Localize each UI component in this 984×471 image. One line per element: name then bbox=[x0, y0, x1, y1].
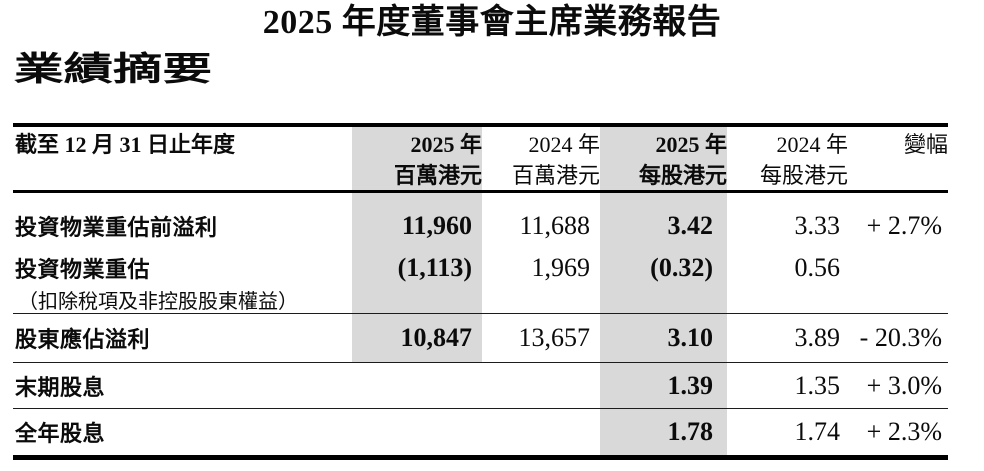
cell-2025-per-share: (0.32) bbox=[600, 250, 727, 285]
cell-2025-per-share: 1.78 bbox=[600, 409, 727, 455]
page-title: 2025 年度董事會主席業務報告 bbox=[262, 4, 722, 41]
header-2024-per-share: 2024 年 每股港元 bbox=[727, 127, 848, 193]
header-change: 變幅 bbox=[848, 127, 948, 193]
cell-2024-per-share-empty bbox=[727, 285, 848, 314]
cell-change: + 2.3% bbox=[866, 417, 942, 446]
row-label: 投資物業重估前溢利 bbox=[15, 214, 218, 240]
row-sublabel: （扣除稅項及非控股股東權益） bbox=[13, 285, 352, 314]
cell-2025-per-share-empty bbox=[600, 285, 727, 314]
header-2024-millions: 2024 年 百萬港元 bbox=[482, 127, 600, 193]
cell-change: - 20.3% bbox=[848, 314, 948, 363]
section-heading: 業績摘要 bbox=[14, 50, 212, 87]
header-change-label: 變幅 bbox=[903, 132, 948, 157]
cell-2024-millions bbox=[482, 409, 600, 455]
cell-2024-per-share: 0.56 bbox=[794, 252, 841, 282]
cell-2025-per-share: 3.10 bbox=[600, 314, 727, 363]
row-label: 投資物業重估 bbox=[15, 256, 151, 282]
cell-2024-millions: 11,688 bbox=[519, 210, 590, 240]
cell-2025-millions: (1,113) bbox=[352, 250, 482, 285]
header-2025-per-share: 2025 年 每股港元 bbox=[600, 127, 727, 193]
cell-2025-millions bbox=[352, 363, 482, 409]
cell-2024-per-share: 1.74 bbox=[794, 417, 841, 446]
cell-2024-millions-empty bbox=[482, 285, 600, 314]
cell-2024-millions: 1,969 bbox=[531, 252, 591, 282]
cell-2025-millions-empty bbox=[352, 285, 482, 314]
cell-change bbox=[848, 250, 948, 285]
row-label: 股東應佔溢利 bbox=[13, 314, 352, 363]
row-label: 末期股息 bbox=[13, 363, 352, 409]
header-period-text: 截至 12 月 31 日止年度 bbox=[15, 132, 236, 157]
cell-change: + 3.0% bbox=[848, 363, 948, 409]
cell-change-empty bbox=[848, 285, 948, 314]
cell-2025-per-share: 3.42 bbox=[600, 193, 727, 250]
cell-2024-millions bbox=[482, 363, 600, 409]
header-period-label: 截至 12 月 31 日止年度 bbox=[13, 127, 352, 193]
row-label: 全年股息 bbox=[15, 421, 106, 446]
header-2024-ps-year: 2024 年 bbox=[776, 132, 848, 157]
cell-2025-millions bbox=[352, 409, 482, 455]
header-2024-m-unit: 百萬港元 bbox=[511, 163, 600, 188]
cell-2024-per-share: 1.35 bbox=[727, 363, 848, 409]
cell-2025-millions: 11,960 bbox=[352, 193, 482, 250]
cell-2024-per-share: 3.33 bbox=[794, 210, 841, 240]
header-2025-m-year: 2025 年 bbox=[410, 132, 482, 157]
header-2024-ps-unit: 每股港元 bbox=[759, 163, 848, 188]
header-2025-ps-unit: 每股港元 bbox=[638, 163, 727, 188]
cell-2025-per-share: 1.39 bbox=[600, 363, 727, 409]
header-2025-ps-year: 2025 年 bbox=[655, 132, 727, 157]
header-2024-m-year: 2024 年 bbox=[528, 132, 600, 157]
cell-2025-millions: 10,847 bbox=[352, 314, 482, 363]
cell-2024-per-share: 3.89 bbox=[727, 314, 848, 363]
header-2025-millions: 2025 年 百萬港元 bbox=[352, 127, 482, 193]
cell-2024-millions: 13,657 bbox=[482, 314, 600, 363]
header-2025-m-unit: 百萬港元 bbox=[393, 163, 482, 188]
results-summary-table: 截至 12 月 31 日止年度 2025 年 百萬港元 2024 年 百萬港元 … bbox=[13, 123, 948, 460]
cell-change: + 2.7% bbox=[866, 210, 942, 240]
